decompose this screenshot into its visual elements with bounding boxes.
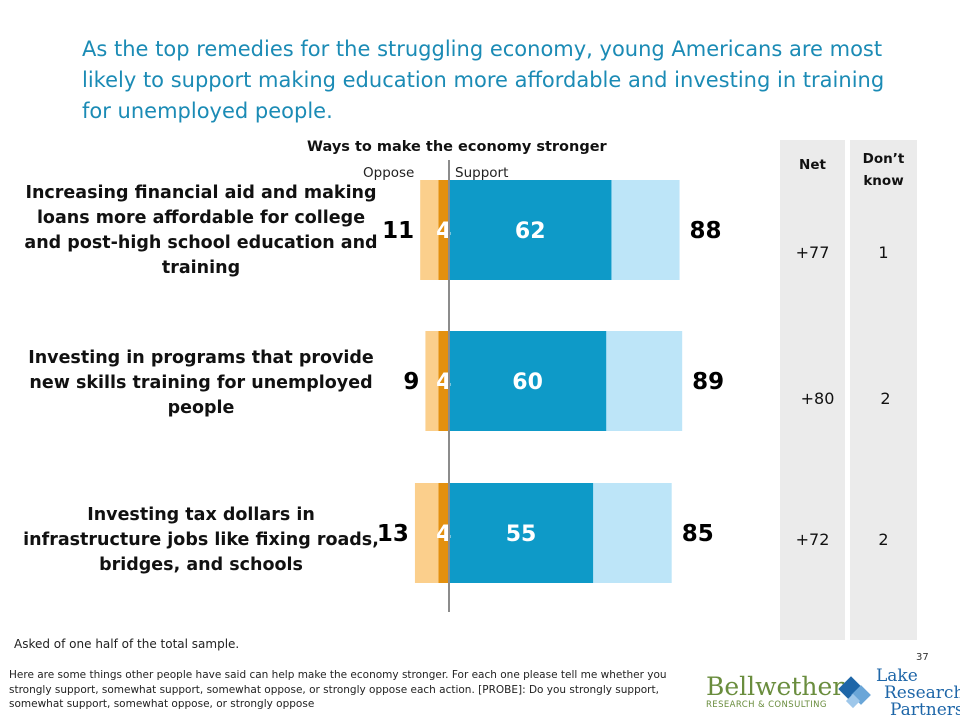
net-value-2: +80	[800, 389, 835, 408]
bellwether-logo-text: Bellwether	[706, 672, 845, 701]
strong-oppose-label-1: 4	[436, 219, 451, 244]
strong-support-label-1: 62	[515, 219, 546, 244]
total-support-label-2: 89	[692, 369, 724, 395]
lake-research-logo-text: Lake Research Partners	[876, 668, 960, 719]
slide-title: As the top remedies for the struggling e…	[82, 37, 885, 123]
total-oppose-label-3: 13	[377, 521, 409, 547]
dont-know-header: Don’t know	[850, 148, 917, 192]
strong-support-bar-1	[449, 180, 612, 280]
strong-oppose-bar-3	[438, 483, 449, 583]
strong-oppose-bar-2	[438, 331, 449, 431]
dont-know-value-3: 2	[878, 530, 889, 549]
lake-logo-line2: Research	[884, 683, 960, 703]
question-footnote: Here are some things other people have s…	[9, 669, 667, 710]
strong-support-bar-2	[449, 331, 607, 431]
total-oppose-label-2: 9	[403, 369, 419, 395]
net-value-1: +77	[795, 243, 830, 262]
net-header: Net	[799, 157, 826, 173]
strong-oppose-label-3: 4	[436, 522, 451, 547]
oppose-axis-label: Oppose	[363, 165, 415, 181]
dont-know-column	[850, 140, 917, 640]
chart-title: Ways to make the economy stronger	[307, 139, 607, 155]
lake-logo-line3: Partners	[890, 700, 960, 720]
net-column	[780, 140, 845, 640]
lake-research-logo-mark-icon	[838, 676, 871, 709]
row-label-3: Investing tax dollars in infrastructure …	[23, 505, 379, 575]
total-support-label-1: 88	[690, 218, 722, 244]
support-axis-label: Support	[455, 165, 509, 181]
dont-know-header-line2: know	[863, 173, 904, 189]
row-label-2: Investing in programs that provide new s…	[28, 348, 374, 418]
dont-know-value-2: 2	[880, 389, 891, 408]
total-oppose-label-1: 11	[382, 218, 414, 244]
dont-know-value-1: 1	[878, 243, 889, 262]
bellwether-logo-subtext: RESEARCH & CONSULTING	[706, 700, 827, 710]
strong-oppose-bar-1	[438, 180, 449, 280]
page-number: 37	[916, 652, 929, 663]
strong-support-bar-3	[449, 483, 594, 583]
strong-support-label-2: 60	[512, 370, 543, 395]
strong-oppose-label-2: 4	[436, 370, 451, 395]
strong-support-label-3: 55	[506, 522, 537, 547]
lake-logo-line1: Lake	[876, 666, 918, 686]
dont-know-header-line1: Don’t	[862, 151, 905, 167]
total-support-label-3: 85	[682, 521, 714, 547]
sample-note: Asked of one half of the total sample.	[14, 637, 240, 651]
row-label-1: Increasing financial aid and making loan…	[24, 183, 378, 278]
bellwether-logo: Bellwether RESEARCH & CONSULTING	[706, 672, 845, 711]
net-value-3: +72	[795, 530, 830, 549]
